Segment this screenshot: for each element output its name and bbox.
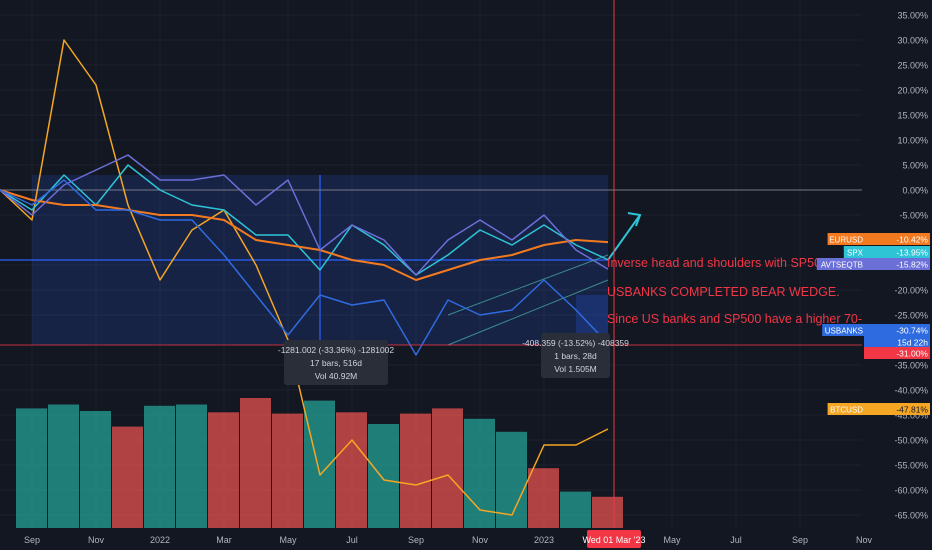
volume-bar (240, 398, 271, 528)
measure-tooltip (284, 340, 388, 385)
price-label-name-box (827, 233, 866, 245)
measure-tooltip-line3: Vol 1.505M (554, 364, 597, 374)
volume-bar (560, 491, 591, 528)
volume-bar (592, 496, 623, 528)
volume-bar (528, 468, 559, 528)
price-label-value: -13.95% (896, 248, 928, 258)
price-label-value: -30.74% (896, 326, 928, 336)
series-line-spx (0, 164, 609, 276)
volume-bar (208, 412, 239, 528)
y-tick-label: -60.00% (894, 486, 928, 496)
series-line-usbanks (0, 179, 609, 356)
price-label-value: -15.82% (896, 260, 928, 270)
y-tick-label: 35.00% (897, 11, 928, 21)
measure-tooltip-line2: 1 bars, 28d (554, 351, 597, 361)
price-label-value: -31.00% (896, 349, 928, 359)
x-cursor-label: Wed 01 Mar '23 (582, 535, 645, 545)
x-tick-label: 2022 (150, 535, 170, 545)
price-label-name: USBANKS (825, 327, 863, 336)
volume-bar (496, 431, 527, 528)
price-label-name-box (843, 246, 866, 258)
series-line-avtseqtb (0, 154, 609, 276)
measure-tooltip-line2: 17 bars, 516d (310, 358, 362, 368)
y-tick-label: -40.00% (894, 386, 928, 396)
price-label-name: SPX (847, 249, 864, 258)
y-tick-label: -65.00% (894, 511, 928, 521)
price-label-value-box (864, 258, 930, 270)
volume-bar (48, 404, 79, 528)
x-tick-label: May (663, 535, 681, 545)
y-tick-label: -5.00% (899, 211, 928, 221)
x-tick-label: 2023 (534, 535, 554, 545)
volume-bar (16, 408, 47, 528)
x-tick-label: Mar (216, 535, 232, 545)
x-tick-label: May (279, 535, 297, 545)
measure-tooltip (541, 333, 610, 378)
price-label-value-box (864, 246, 930, 258)
y-tick-label: -50.00% (894, 436, 928, 446)
price-label-value-box (864, 324, 930, 336)
series-line-btcusd (0, 39, 609, 516)
x-axis-panel (0, 528, 932, 550)
x-tick-label: Nov (856, 535, 873, 545)
y-tick-label: -25.00% (894, 311, 928, 321)
x-tick-label: Nov (472, 535, 489, 545)
price-label-extra: 15d 22h (897, 338, 928, 348)
price-label-name-box (822, 324, 866, 336)
y-axis-panel (862, 0, 932, 550)
y-tick-label: -20.00% (894, 286, 928, 296)
price-label-name-box (827, 403, 866, 415)
series-line-eurusd (0, 189, 609, 281)
volume-bar (176, 404, 207, 528)
price-label-value-box (864, 233, 930, 245)
volume-bar (400, 413, 431, 528)
price-label-extra-box (864, 336, 930, 348)
price-label-name-box (816, 258, 866, 270)
price-label-value: -10.42% (896, 235, 928, 245)
wedge-line-upper (447, 254, 609, 316)
y-tick-label: 20.00% (897, 86, 928, 96)
x-tick-label: Sep (24, 535, 40, 545)
y-tick-label: 0.00% (902, 186, 928, 196)
annotation-text: Inverse head and shoulders with SP500. (607, 256, 831, 270)
y-tick-label: 15.00% (897, 111, 928, 121)
x-tick-label: Jul (730, 535, 742, 545)
volume-bar (432, 408, 463, 528)
volume-bar (336, 412, 367, 528)
y-tick-label: -45.00% (894, 411, 928, 421)
y-tick-label: 25.00% (897, 61, 928, 71)
x-cursor-label-box (587, 530, 641, 548)
price-label-value: -47.81% (896, 405, 928, 415)
projection-arrow-head (627, 212, 642, 227)
price-label-name: AVTSEQTB (821, 261, 863, 270)
price-label-value-box (864, 403, 930, 415)
wedge-line-lower (447, 279, 609, 346)
price-label-name: BTCUSD (830, 406, 863, 415)
y-tick-label: 10.00% (897, 136, 928, 146)
price-label-value-box (864, 347, 930, 359)
y-tick-label: 5.00% (902, 161, 928, 171)
y-tick-label: 30.00% (897, 36, 928, 46)
x-tick-label: Nov (88, 535, 105, 545)
x-tick-label: Jul (346, 535, 358, 545)
volume-bar (80, 411, 111, 528)
volume-bar (144, 405, 175, 528)
volume-bar (112, 426, 143, 528)
y-tick-label: -55.00% (894, 461, 928, 471)
volume-bar (272, 413, 303, 528)
y-tick-label: -35.00% (894, 361, 928, 371)
volume-bar (368, 424, 399, 528)
measure-tooltip-line3: Vol 40.92M (315, 371, 358, 381)
measure-tooltip-line1: -1281.002 (-33.36%) -1281002 (278, 345, 395, 355)
annotation-text: USBANKS COMPLETED BEAR WEDGE. (607, 285, 840, 299)
x-tick-label: Sep (792, 535, 808, 545)
measure-tooltip-line1: -408.359 (-13.52%) -408359 (522, 338, 629, 348)
x-tick-label: Sep (408, 535, 424, 545)
projection-arrow-shaft (607, 214, 641, 261)
annotation-text: Since US banks and SP500 have a higher 7… (607, 312, 932, 326)
price-label-name: EURUSD (829, 236, 863, 245)
